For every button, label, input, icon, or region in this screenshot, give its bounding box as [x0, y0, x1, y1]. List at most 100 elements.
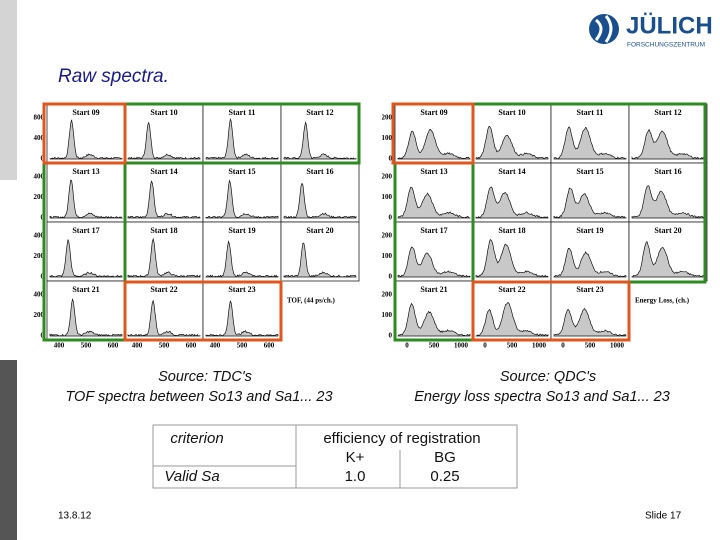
- panel-label: Start 20: [654, 226, 681, 235]
- panel-label: Start 22: [150, 285, 177, 294]
- x-label: 600: [186, 342, 197, 350]
- y-label: 100: [382, 134, 393, 142]
- caption: Source: TDC's: [158, 369, 252, 385]
- panel-label: Start 09: [72, 108, 99, 117]
- y-label: 100: [382, 193, 393, 201]
- x-label: 0: [561, 342, 565, 350]
- panel-label: Start 10: [150, 108, 177, 117]
- table-cell: 0.25: [430, 468, 459, 485]
- slide-title: Raw spectra.: [58, 66, 169, 87]
- y-label: 200: [34, 193, 45, 201]
- footer-slide: Slide 17: [645, 511, 682, 522]
- y-label: 200: [34, 311, 45, 319]
- y-label: 0: [389, 273, 393, 281]
- panel-label: Start 16: [306, 167, 333, 176]
- logo-icon: [594, 15, 613, 43]
- x-label: 1000: [454, 342, 469, 350]
- panel-label: Start 17: [420, 226, 447, 235]
- spectrum: [127, 299, 201, 337]
- panel-label: Start 12: [306, 108, 333, 117]
- panel: [46, 221, 126, 282]
- y-label: 800: [34, 114, 45, 122]
- table-border: [152, 424, 518, 489]
- table-cell: Valid Sa: [164, 468, 219, 485]
- panel: [124, 280, 204, 341]
- panel: [202, 162, 282, 223]
- x-label: 600: [108, 342, 119, 350]
- logo-text: JÜLICH: [626, 12, 713, 39]
- spectrum: [475, 186, 549, 219]
- logo: JÜLICH FORSCHUNGSZENTRUM: [589, 12, 713, 49]
- x-label: 600: [264, 342, 275, 350]
- x-label: 500: [585, 342, 596, 350]
- y-label: 400: [34, 232, 45, 240]
- panel: [280, 162, 360, 223]
- spectrum: [553, 307, 627, 337]
- panel: [202, 221, 282, 282]
- spectrum: [631, 185, 705, 219]
- x-label: 500: [429, 342, 440, 350]
- spectrum: [397, 186, 471, 219]
- highlight-frame: [391, 102, 475, 165]
- x-label: 400: [54, 342, 65, 350]
- panel: [46, 280, 126, 341]
- y-label: 200: [382, 232, 393, 240]
- logo-icon: [589, 14, 619, 44]
- panel-label: Start 11: [229, 108, 256, 117]
- panel: [202, 280, 282, 341]
- side-bar: [0, 0, 17, 180]
- y-label: 200: [382, 114, 393, 122]
- y-label: 400: [34, 291, 45, 299]
- y-label: 0: [389, 214, 393, 222]
- x-label: 0: [483, 342, 487, 350]
- spectrum: [283, 121, 357, 160]
- panel-label: Start 22: [498, 285, 525, 294]
- spectrum: [397, 302, 471, 337]
- panel-label: Start 09: [420, 108, 447, 117]
- panel-label: Start 17: [72, 226, 99, 235]
- footer-date: 13.8.12: [58, 511, 92, 522]
- spectrum: [475, 302, 549, 337]
- y-label: 200: [382, 173, 393, 181]
- panel-label: Start 23: [576, 285, 603, 294]
- spectrum: [127, 121, 201, 160]
- x-label: 400: [210, 342, 221, 350]
- highlight-frame: [123, 280, 283, 342]
- table-header: efficiency of registration: [323, 430, 480, 447]
- x-label: 500: [237, 342, 248, 350]
- table-column: BG: [434, 449, 456, 466]
- panel-label: Start 23: [228, 285, 255, 294]
- panel: [46, 162, 126, 223]
- x-label: 1000: [610, 342, 625, 350]
- x-label: 400: [132, 342, 143, 350]
- axis-label: TOF, (44 ps/ch.): [287, 297, 336, 305]
- spectrum: [631, 241, 705, 278]
- spectrum: [205, 240, 279, 278]
- spectrum: [397, 128, 471, 160]
- y-label: 200: [382, 291, 393, 299]
- spectrum: [49, 119, 123, 160]
- table-column: K+: [346, 449, 365, 466]
- panel-label: Start 18: [498, 226, 525, 235]
- spectrum: [631, 128, 705, 160]
- spectrum: [553, 248, 627, 278]
- table-cell: 1.0: [345, 468, 366, 485]
- logo-subtext: FORSCHUNGSZENTRUM: [627, 42, 705, 49]
- panel-label: Start 19: [228, 226, 255, 235]
- highlight-frame: [42, 102, 127, 165]
- panel-label: Start 19: [576, 226, 603, 235]
- panel-label: Start 14: [150, 167, 177, 176]
- panel: [124, 103, 204, 164]
- axis-label: Energy Loss, (ch.): [635, 297, 690, 305]
- panel-label: Start 15: [228, 167, 255, 176]
- caption: TOF spectra between So13 and Sa1... 23: [65, 389, 332, 405]
- spectrum: [205, 179, 279, 219]
- y-label: 400: [34, 173, 45, 181]
- x-label: 0: [405, 342, 409, 350]
- panel: [280, 221, 360, 282]
- panel: [280, 103, 360, 164]
- y-label: 100: [382, 311, 393, 319]
- highlight-frame: [471, 280, 631, 342]
- spectrum: [475, 239, 549, 278]
